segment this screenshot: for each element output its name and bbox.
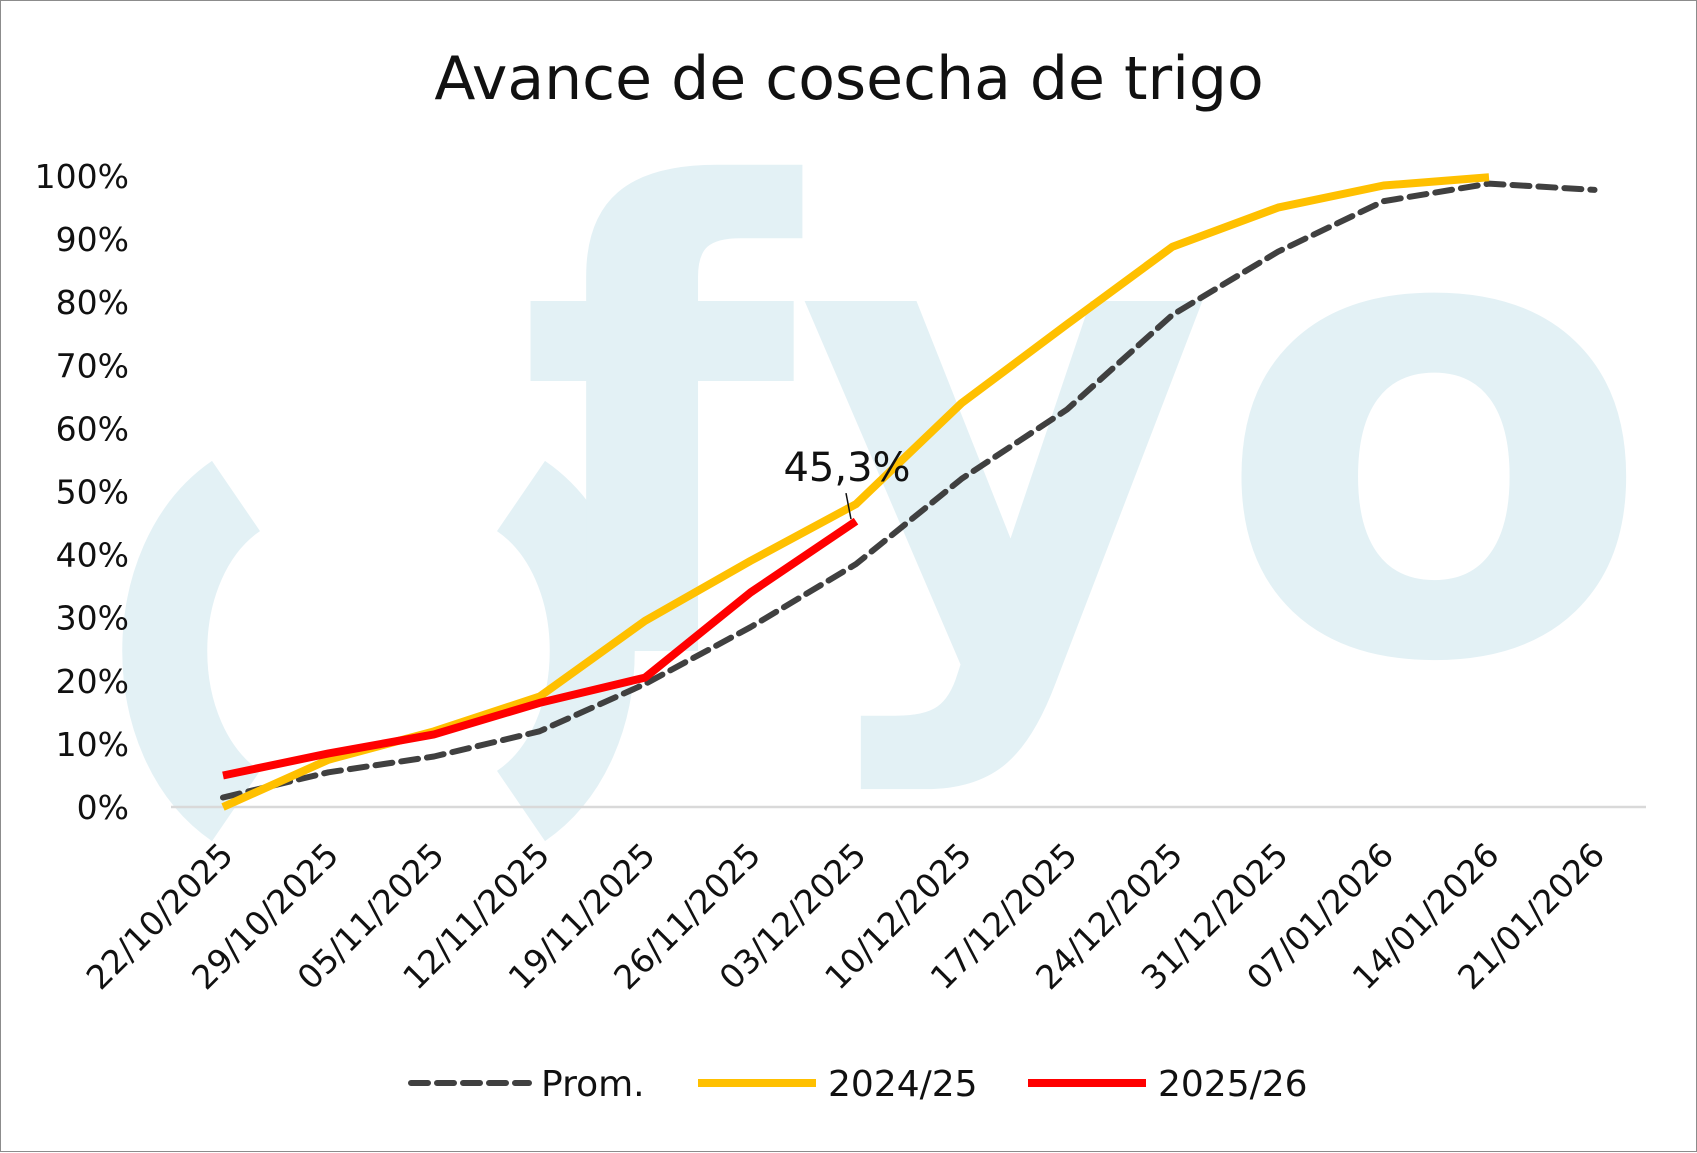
watermark-right-arc	[495, 460, 635, 842]
y-tick-label: 10%	[56, 725, 129, 764]
legend: Prom. 2024/25 2025/26	[408, 1064, 1308, 1105]
watermark-left-arc	[122, 460, 262, 842]
chart-title: Avance de cosecha de trigo	[434, 44, 1263, 114]
y-tick-label: 60%	[56, 409, 129, 448]
y-tick-label: 20%	[56, 662, 129, 701]
legend-label-0: Prom.	[541, 1064, 645, 1105]
annotation-label: 45,3%	[783, 445, 910, 491]
y-tick-label: 100%	[35, 157, 129, 196]
watermark-text: fyo	[518, 57, 1653, 802]
y-tick-label: 70%	[56, 346, 129, 385]
y-tick-label: 30%	[56, 599, 129, 638]
x-axis-tick-labels: 22/10/202529/10/202505/11/202512/11/2025…	[79, 835, 1613, 997]
y-tick-label: 0%	[77, 788, 129, 827]
legend-label-1: 2024/25	[828, 1064, 978, 1105]
series-line-2	[222, 517, 859, 780]
y-tick-label: 90%	[56, 220, 129, 259]
legend-label-2: 2025/26	[1158, 1064, 1308, 1105]
series-line-0	[220, 180, 1598, 801]
annotations: 45,3%	[783, 445, 911, 520]
y-axis-tick-labels: 0% 10% 20% 30% 40% 50% 60% 70% 80% 90% 100%	[35, 157, 129, 827]
y-tick-label: 40%	[56, 536, 129, 575]
annotation-leader	[845, 493, 852, 520]
y-tick-label: 80%	[56, 283, 129, 322]
fyo-watermark-logo: fyo	[122, 57, 1654, 842]
y-tick-label: 50%	[56, 473, 129, 512]
series-lines	[220, 173, 1598, 811]
